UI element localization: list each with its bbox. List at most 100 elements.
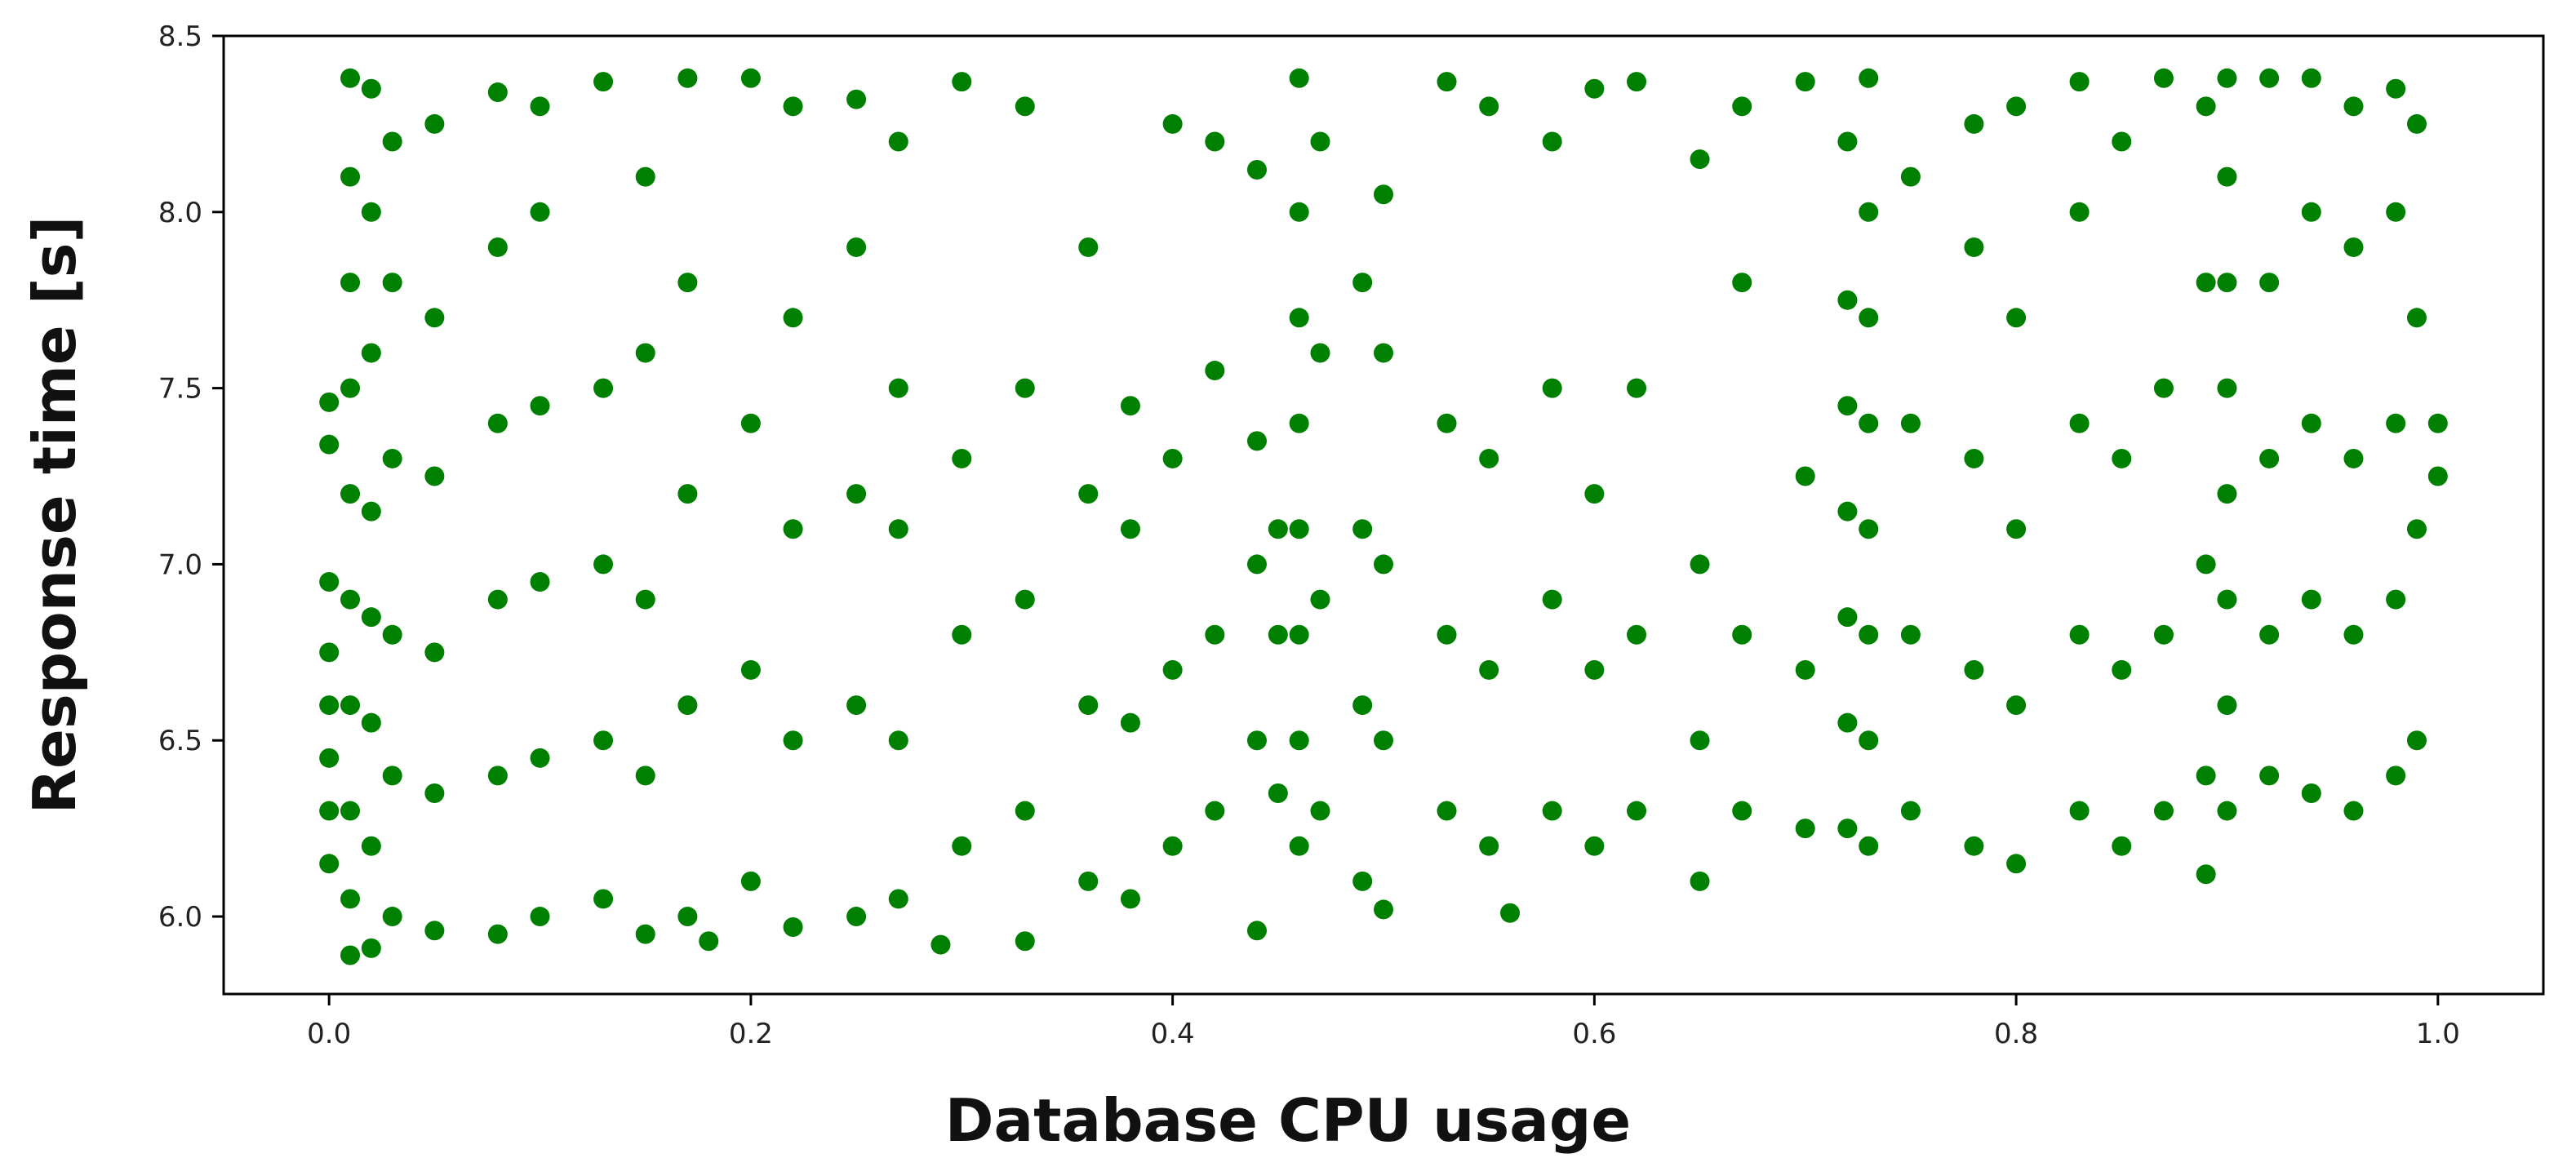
data-point [1479, 96, 1499, 117]
data-point [2153, 378, 2174, 398]
data-point [1246, 554, 1267, 575]
data-point [382, 448, 402, 468]
data-point [319, 392, 340, 412]
data-point [1627, 72, 1647, 92]
data-point [1162, 448, 1183, 468]
x-tick-label: 0.6 [1572, 1018, 1616, 1050]
x-tick-label: 0.0 [307, 1018, 351, 1050]
data-point [1542, 801, 1562, 821]
data-point [340, 695, 361, 716]
data-point [361, 712, 381, 733]
data-point [2217, 589, 2237, 610]
data-point [846, 89, 867, 109]
data-point [740, 659, 761, 680]
data-point [2153, 68, 2174, 88]
data-point [783, 96, 803, 117]
data-point [1015, 931, 1035, 952]
data-point [1690, 730, 1710, 751]
data-point [1120, 519, 1140, 539]
data-point [361, 343, 381, 363]
data-point [2343, 237, 2364, 257]
data-point [424, 921, 445, 941]
data-point [1078, 484, 1099, 504]
data-point [1690, 871, 1710, 891]
y-tick-label: 7.0 [158, 548, 202, 581]
data-point [1859, 519, 1879, 539]
data-point [340, 484, 361, 504]
data-point [1289, 519, 1309, 539]
data-point [1374, 730, 1393, 751]
data-point [424, 642, 445, 663]
data-point [2343, 801, 2364, 821]
data-point [1964, 659, 1984, 680]
data-point [1205, 801, 1225, 821]
x-tick-label: 0.2 [729, 1018, 773, 1050]
data-point [382, 131, 402, 152]
x-tick-label: 1.0 [2416, 1018, 2460, 1050]
data-point [1500, 903, 1521, 923]
data-point [1374, 343, 1393, 363]
data-point [2406, 308, 2427, 328]
data-point [2112, 131, 2132, 152]
data-point [1542, 131, 1562, 152]
y-axis-title: Response time [s] [20, 216, 89, 814]
data-point [1479, 659, 1499, 680]
data-point [1584, 484, 1605, 504]
data-point [382, 907, 402, 927]
data-point [593, 730, 614, 751]
data-point [382, 273, 402, 293]
data-point [2406, 730, 2427, 751]
data-point [952, 624, 972, 645]
data-point [1162, 836, 1183, 856]
data-point [2386, 589, 2406, 610]
data-point [1352, 519, 1373, 539]
data-point [1289, 68, 1309, 88]
data-point [361, 501, 381, 521]
data-point [2301, 68, 2321, 88]
data-point [487, 237, 508, 257]
data-point [1015, 378, 1035, 398]
data-point [740, 68, 761, 88]
data-point [593, 889, 614, 909]
data-point [677, 273, 698, 293]
data-point [888, 131, 908, 152]
data-point [361, 202, 381, 222]
data-point [361, 78, 381, 99]
y-tick-label: 8.0 [158, 197, 202, 229]
data-point [1268, 624, 1288, 645]
data-point [846, 237, 867, 257]
data-point [424, 113, 445, 134]
data-point [1837, 819, 1858, 839]
data-point [1964, 448, 1984, 468]
data-point [340, 801, 361, 821]
data-point [2406, 519, 2427, 539]
data-point [1289, 308, 1309, 328]
data-point [1795, 819, 1815, 839]
data-point [1374, 899, 1393, 920]
data-point [361, 607, 381, 628]
data-point [487, 924, 508, 944]
data-point [783, 308, 803, 328]
data-point [2301, 413, 2321, 433]
data-point [1837, 131, 1858, 152]
data-point [677, 68, 698, 88]
data-point [740, 871, 761, 891]
data-point [1542, 378, 1562, 398]
data-point [1732, 801, 1752, 821]
data-point [952, 72, 972, 92]
data-point [783, 519, 803, 539]
data-point [1859, 202, 1879, 222]
data-point [1732, 273, 1752, 293]
data-point [1690, 149, 1710, 170]
x-tick-label: 0.8 [1994, 1018, 2038, 1050]
data-point [1900, 166, 1921, 187]
data-point [1310, 801, 1330, 821]
data-point [1289, 413, 1309, 433]
data-point [2112, 836, 2132, 856]
data-point [1289, 624, 1309, 645]
data-point [1078, 871, 1099, 891]
y-axis-ticks: 6.0 6.5 7.0 7.5 8.0 8.5 [158, 20, 224, 934]
data-point [2386, 766, 2406, 786]
data-point [2427, 466, 2448, 486]
